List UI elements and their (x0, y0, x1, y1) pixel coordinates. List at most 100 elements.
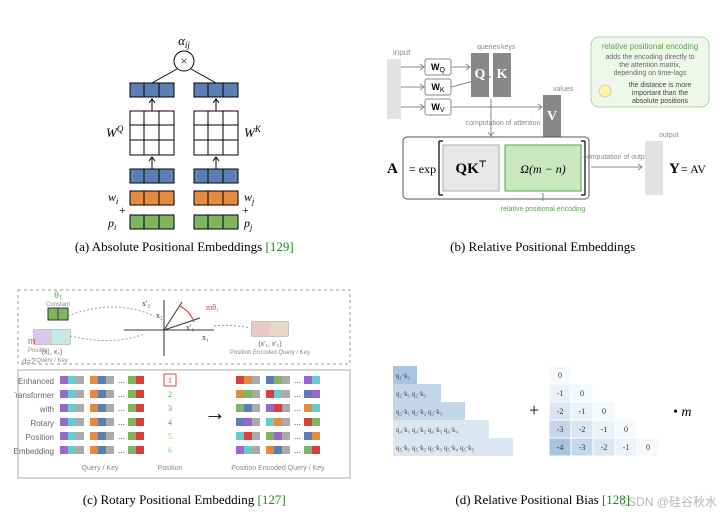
svg-text:q₁·k₁: q₁·k₁ (396, 372, 410, 380)
svg-text:q₅·k₁ q₅·k₂ q₅·k₃ q₅·k₄ q₅: q₅·k₁ q₅·k₂ q₅·k₃ q₅·k₄ q₅·k₅ (396, 444, 475, 452)
svg-text:Position: Position (26, 433, 54, 442)
svg-text:q₃·k₁ q₃·k₂ q₃·k₃: q₃·k₁ q₃·k₂ q₃·k₃ (396, 408, 443, 416)
svg-text:Query / Key: Query / Key (82, 465, 119, 472)
svg-text:+: + (529, 400, 539, 420)
svg-text:…: … (118, 433, 125, 441)
svg-text:-1: -1 (578, 407, 585, 416)
svg-text:…: … (294, 447, 301, 455)
svg-text:adds the encoding directly to: adds the encoding directly to (605, 54, 694, 61)
svg-text:…: … (294, 419, 301, 427)
svg-text:x₂: x₂ (156, 311, 163, 320)
svg-text:Position: Position (158, 465, 183, 472)
svg-text:1: 1 (168, 376, 172, 385)
right-embedding-rows: … … … … … … (236, 376, 320, 455)
relative-bias-diagram: q₁·k₁ q₂·k₁ q₂·k₂ q₃·k₁ q₃·k₂ q₃·k₃ q₄·k… (383, 336, 703, 486)
svg-text:-1: -1 (622, 443, 629, 452)
caption-c: (c) Rotary Positional Embedding [127] (83, 492, 286, 508)
svg-text:…: … (118, 405, 125, 413)
svg-text:-1: -1 (600, 425, 607, 434)
svg-text:0: 0 (602, 407, 606, 416)
svg-text:absolute positions: absolute positions (632, 98, 689, 105)
svg-text:+: + (242, 203, 249, 217)
svg-text:wi: wi (108, 190, 118, 206)
panel-c: d=2 θ₁ Constant (x₁, x₂) Query / Key x₁ … (10, 261, 359, 508)
svg-text:-3: -3 (578, 443, 585, 452)
svg-text:A: A (387, 161, 398, 177)
svg-text:Position: Position (28, 348, 49, 354)
svg-text:computation of output: computation of output (583, 154, 650, 161)
rotary-pe-diagram: d=2 θ₁ Constant (x₁, x₂) Query / Key x₁ … (14, 286, 354, 486)
svg-text:4: 4 (168, 418, 172, 427)
caption-a: (a) Absolute Positional Embeddings [129] (75, 239, 294, 255)
qk-triangle: q₁·k₁ q₂·k₁ q₂·k₂ q₃·k₁ q₃·k₂ q₃·k₃ q₄·k… (393, 366, 513, 456)
svg-text:Rotary: Rotary (31, 419, 55, 428)
svg-text:2: 2 (168, 390, 172, 399)
svg-text:the distance is more: the distance is more (628, 82, 691, 89)
svg-text:-4: -4 (556, 443, 563, 452)
svg-text:x'₂: x'₂ (142, 299, 150, 308)
svg-text:q₄·k₁ q₄·k₂ q₄·k₃ q₄·k₄: q₄·k₁ q₄·k₂ q₄·k₃ q₄·k₄ (396, 426, 459, 434)
svg-text:WK: WK (244, 124, 262, 140)
svg-text:0: 0 (646, 443, 650, 452)
svg-text:Position Encoded Query / Key: Position Encoded Query / Key (230, 350, 310, 356)
svg-text:Transformer: Transformer (14, 391, 54, 400)
caption-d: (d) Relative Positional Bias [128] (455, 492, 630, 508)
svg-text:q₂·k₁ q₂·k₂: q₂·k₁ q₂·k₂ (396, 390, 427, 398)
bias-matrix: 0 -1 0 -2 -1 0 -3 -2 -1 0 -4 -3 -2 -1 0 (549, 366, 659, 456)
svg-text:Y: Y (669, 161, 680, 177)
svg-text:×: × (181, 54, 188, 68)
svg-text:queries: queries (477, 44, 500, 51)
svg-text:0: 0 (580, 389, 584, 398)
svg-text:with: with (39, 405, 54, 414)
svg-text:x₁: x₁ (202, 333, 209, 342)
svg-text:K: K (496, 67, 507, 82)
left-embedding-rows: … … … … … … (60, 376, 144, 455)
svg-text:6: 6 (168, 446, 172, 455)
panel-b: relative positional encoding adds the en… (369, 8, 718, 255)
svg-text:0: 0 (624, 425, 628, 434)
svg-text:output: output (659, 132, 679, 139)
svg-text:θ₁: θ₁ (54, 290, 62, 300)
svg-text:…: … (294, 433, 301, 441)
svg-text:relative positional encoding: relative positional encoding (501, 206, 586, 213)
svg-text:(x'₁, x'₂): (x'₁, x'₂) (259, 341, 282, 348)
svg-text:relative positional encoding: relative positional encoding (601, 42, 698, 51)
svg-text:keys: keys (501, 44, 516, 51)
svg-text:Query / Key: Query / Key (36, 358, 68, 364)
svg-text:-2: -2 (600, 443, 607, 452)
svg-text:x'₁: x'₁ (186, 323, 194, 332)
svg-text:mθ₁: mθ₁ (206, 303, 219, 312)
svg-text:V: V (547, 109, 557, 124)
svg-text:m: m (28, 336, 36, 346)
wq-matrix (130, 111, 174, 155)
svg-text:Constant: Constant (46, 302, 70, 308)
svg-text:-2: -2 (578, 425, 585, 434)
svg-text:values: values (553, 86, 574, 93)
svg-text:important than the: important than the (632, 90, 689, 97)
svg-text:Embedding: Embedding (14, 447, 54, 456)
svg-text:-1: -1 (556, 389, 563, 398)
relative-pe-diagram: relative positional encoding adds the en… (373, 33, 713, 233)
svg-text:0: 0 (558, 371, 562, 380)
svg-text:…: … (294, 391, 301, 399)
svg-text:Enhanced: Enhanced (18, 377, 54, 386)
svg-text:+: + (119, 203, 126, 217)
svg-text:Ω(m − n): Ω(m − n) (520, 162, 565, 176)
svg-text:Q: Q (474, 67, 485, 82)
svg-text:…: … (294, 405, 301, 413)
svg-text:the attention matrix,: the attention matrix, (619, 62, 681, 69)
svg-text:-2: -2 (556, 407, 563, 416)
svg-text:pi: pi (107, 216, 116, 232)
svg-text:d=2: d=2 (22, 357, 36, 366)
panel-a: αij × WQ (10, 8, 359, 255)
svg-text:…: … (118, 419, 125, 427)
svg-text:WQ: WQ (106, 124, 124, 140)
svg-text:• m: • m (673, 405, 692, 420)
svg-text:Position Encoded Query / Key: Position Encoded Query / Key (232, 465, 326, 472)
svg-text:3: 3 (168, 404, 172, 413)
svg-text:αij: αij (178, 33, 190, 50)
panel-d: q₁·k₁ q₂·k₁ q₂·k₂ q₃·k₁ q₃·k₂ q₃·k₃ q₄·k… (369, 261, 718, 508)
svg-text:…: … (294, 377, 301, 385)
absolute-pe-diagram: αij × WQ (64, 33, 304, 233)
svg-text:-3: -3 (556, 425, 563, 434)
